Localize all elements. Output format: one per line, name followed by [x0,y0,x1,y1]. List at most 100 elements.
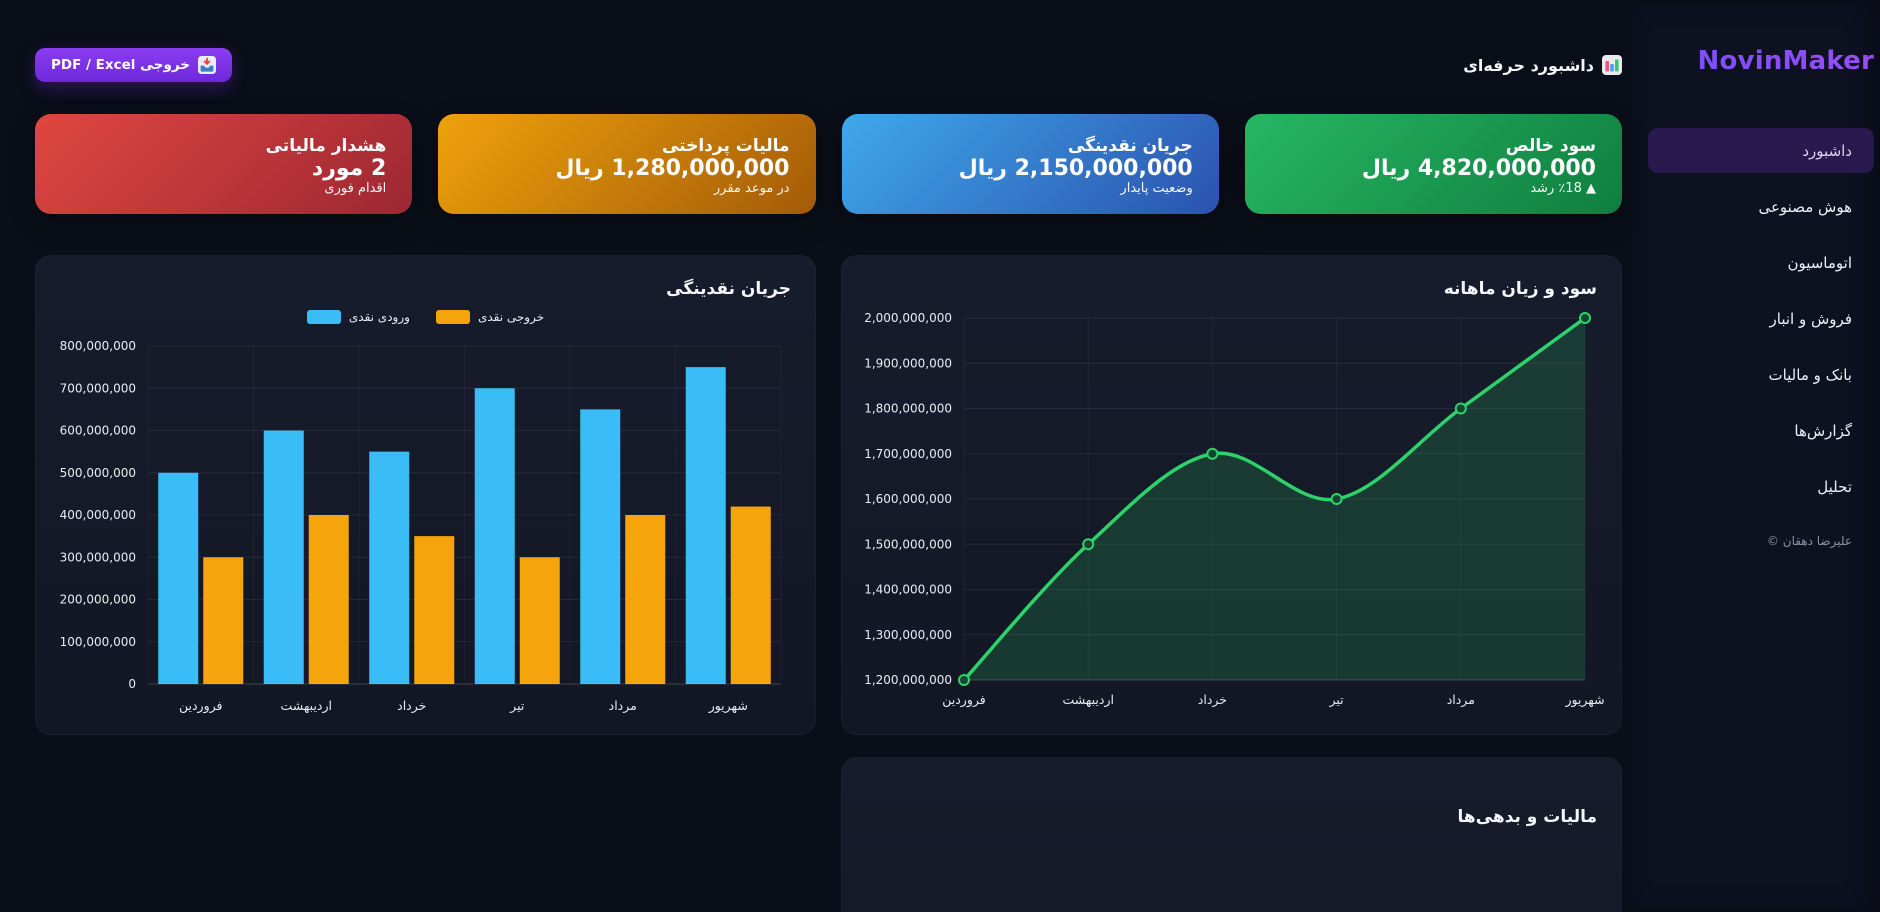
sidebar-item-analysis[interactable]: تحلیل [1817,477,1852,496]
cash-flow-title: جریان نقدینگی [666,279,791,299]
bar-تیر-خروجی نقدی[interactable] [519,557,560,684]
legend-swatch [435,310,470,324]
svg-text:1,600,000,000: 1,600,000,000 [864,492,952,506]
sidebar: NovinMaker داشبورد هوش مصنوعی اتوماسیون فرو… [1632,0,1880,912]
export-button-label: خروجی PDF / Excel [51,57,190,73]
sidebar-item-automation[interactable]: اتوماسیون [1787,253,1852,272]
svg-text:200,000,000: 200,000,000 [60,593,136,607]
svg-text:0: 0 [128,677,136,691]
kpi-value-tax-alert: 2 مورد [311,156,387,181]
profit-loss-title: سود و زیان ماهانه [1443,279,1597,299]
bar-شهریور-ورودی نقدی[interactable] [685,367,726,684]
svg-text:مرداد: مرداد [1447,692,1475,708]
svg-text:1,500,000,000: 1,500,000,000 [864,537,952,551]
svg-text:1,900,000,000: 1,900,000,000 [864,356,952,370]
kpi-title-tax-paid: مالیات پرداختی [661,136,790,156]
point-تیر[interactable] [1330,493,1343,505]
sidebar-item-reports[interactable]: گزارش‌ها [1794,421,1852,440]
kpi-subtitle-cash-flow: وضعیت پایدار [1120,181,1193,196]
legend-item[interactable]: خروجی نقدی [435,310,545,324]
svg-text:تیر: تیر [1329,692,1345,708]
export-pdf-excel-button[interactable]: خروجی PDF / Excel [35,48,232,82]
legend-label: خروجی نقدی [477,310,545,324]
bar-شهریور-خروجی نقدی[interactable] [730,506,771,684]
profit-loss-chart[interactable]: 1,200,000,000 1,300,000,000 1,400,000,000 1… [864,302,1604,712]
profit-loss-card: سود و زیان ماهانه 1,200,000,000 1,300,000… [841,255,1622,735]
brand-logo: NovinMaker [1648,46,1874,76]
svg-text:100,000,000: 100,000,000 [60,635,136,649]
bar-اردیبهشت-ورودی نقدی[interactable] [263,430,304,685]
chart-legend: ورودی نقدی خروجی نقدی [60,306,791,328]
svg-text:تیر: تیر [509,698,525,714]
bar-فروردین-خروجی نقدی[interactable] [203,557,244,684]
charts-row: سود و زیان ماهانه 1,200,000,000 1,300,000… [35,255,1622,735]
sidebar-item-bank-tax[interactable]: بانک و مالیات [1768,365,1852,384]
kpi-subtitle-net-profit: ▲ ٪18 رشد [1530,181,1596,196]
bar-خرداد-ورودی نقدی[interactable] [369,451,410,684]
kpi-title-tax-alert: هشدار مالیاتی [265,136,387,156]
svg-text:فروردین: فروردین [942,692,986,708]
svg-text:1,700,000,000: 1,700,000,000 [864,447,952,461]
svg-text:اردیبهشت: اردیبهشت [1062,692,1114,708]
svg-text:700,000,000: 700,000,000 [60,381,136,395]
kpi-card-cash-flow: جریان نقدینگی 2,150,000,000 ریال وضعیت پای… [841,114,1219,214]
svg-text:1,800,000,000: 1,800,000,000 [864,402,952,416]
svg-text:1,200,000,000: 1,200,000,000 [864,673,952,687]
bar-اردیبهشت-خروجی نقدی[interactable] [308,515,349,684]
bar-مرداد-ورودی نقدی[interactable] [580,409,621,684]
kpi-subtitle-tax-alert: اقدام فوری [324,181,387,196]
bar-خرداد-خروجی نقدی[interactable] [414,536,455,684]
point-فروردین[interactable] [958,674,970,686]
svg-text:خرداد: خرداد [1198,692,1227,708]
bar-chart-icon [1602,55,1622,75]
cash-flow-card: جریان نقدینگی ورودی نقدی خروجی نقدی 0 100,… [35,255,816,735]
page-title: داشبورد حرفه‌ای [1463,55,1622,75]
sidebar-item-sales-inventory[interactable]: فروش و انبار [1769,309,1852,328]
kpi-value-tax-paid: 1,280,000,000 ریال [555,156,790,181]
kpi-row: سود خالص 4,820,000,000 ریال ▲ ٪18 رشد جریان… [35,114,1622,214]
inbox-download-icon [197,56,216,74]
kpi-card-net-profit: سود خالص 4,820,000,000 ریال ▲ ٪18 رشد [1244,114,1622,214]
topbar: داشبورد حرفه‌ای خروجی PDF / Excel [35,48,1622,82]
point-مرداد[interactable] [1454,402,1467,415]
legend-swatch [306,310,341,324]
page-title-text: داشبورد حرفه‌ای [1463,55,1594,75]
bar-فروردین-ورودی نقدی[interactable] [158,472,199,684]
svg-text:500,000,000: 500,000,000 [60,466,136,480]
sidebar-item-ai[interactable]: هوش مصنوعی [1758,197,1852,216]
svg-text:خرداد: خرداد [397,698,426,714]
kpi-subtitle-tax-paid: در موعد مقرر [713,181,790,196]
sidebar-nav: داشبورد هوش مصنوعی اتوماسیون فروش و انبار با… [1648,128,1874,520]
bar-مرداد-خروجی نقدی[interactable] [625,515,666,684]
legend-item[interactable]: ورودی نقدی [306,310,410,324]
bottom-row: مالیات و بدهی‌ها [35,757,1622,912]
point-خرداد[interactable] [1206,447,1219,460]
cash-flow-chart[interactable]: 0 100,000,000 200,000,000 300,000,000 400,00… [60,334,791,718]
kpi-value-net-profit: 4,820,000,000 ریال [1361,156,1596,181]
sidebar-item-dashboard[interactable]: داشبورد [1648,128,1874,173]
svg-text:300,000,000: 300,000,000 [60,550,136,564]
svg-text:400,000,000: 400,000,000 [60,508,136,522]
kpi-card-tax-paid: مالیات پرداختی 1,280,000,000 ریال در موعد … [438,114,816,214]
kpi-title-cash-flow: جریان نقدینگی [1067,136,1193,156]
svg-text:2,000,000,000: 2,000,000,000 [864,311,952,325]
bar-تیر-ورودی نقدی[interactable] [474,388,515,684]
svg-text:فروردین: فروردین [179,698,223,714]
svg-text:800,000,000: 800,000,000 [60,339,136,353]
svg-text:600,000,000: 600,000,000 [60,424,136,438]
kpi-value-cash-flow: 2,150,000,000 ریال [958,156,1193,181]
svg-text:شهریور: شهریور [708,698,748,714]
point-اردیبهشت[interactable] [1082,538,1095,551]
kpi-title-net-profit: سود خالص [1505,136,1596,156]
taxes-debts-card: مالیات و بدهی‌ها [841,757,1622,912]
main-content: داشبورد حرفه‌ای خروجی PDF / Excel سود خا… [35,48,1622,912]
svg-text:1,300,000,000: 1,300,000,000 [864,628,952,642]
copyright: © علیرضا دهقان [1766,534,1852,548]
taxes-debts-title: مالیات و بدهی‌ها [1457,807,1597,827]
svg-text:اردیبهشت: اردیبهشت [280,698,332,714]
svg-text:1,400,000,000: 1,400,000,000 [864,583,952,597]
point-شهریور[interactable] [1579,312,1591,324]
legend-label: ورودی نقدی [348,310,410,324]
kpi-card-tax-alert: هشدار مالیاتی 2 مورد اقدام فوری [35,114,413,214]
